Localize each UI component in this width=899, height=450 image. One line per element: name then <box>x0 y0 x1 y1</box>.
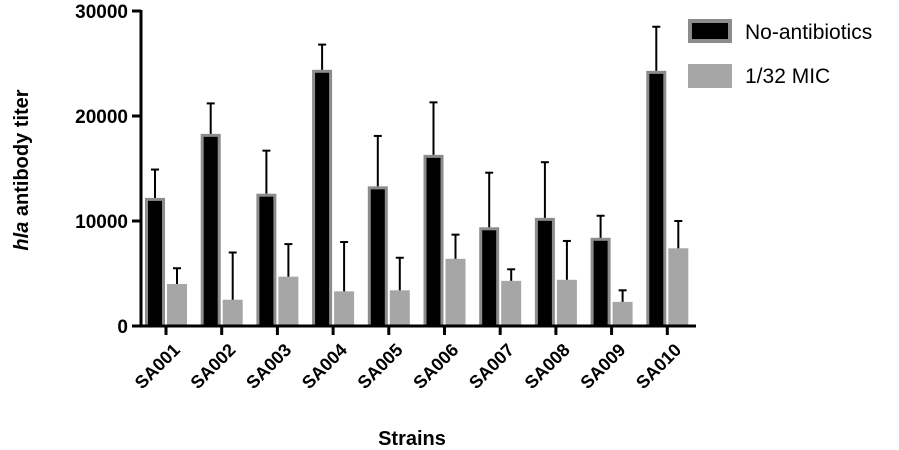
legend-swatch-no-antibiotics <box>688 19 732 43</box>
bar-no-antibiotics <box>479 227 500 328</box>
legend-label-no-antibiotics: No-antibiotics <box>745 21 872 44</box>
bar-no-antibiotics <box>423 154 444 328</box>
y-ticks: 0 10000 20000 30000 <box>75 2 141 338</box>
error-bars-layer <box>151 25 683 302</box>
x-tick-label: SA009 <box>576 340 629 393</box>
legend-label-mic: 1/32 MIC <box>745 65 830 88</box>
bar-no-antibiotics <box>646 70 667 328</box>
x-tick-label: SA006 <box>409 340 462 393</box>
bar-no-antibiotics <box>256 193 277 328</box>
y-tick-label: 0 <box>117 317 128 338</box>
x-tick-label: SA005 <box>354 340 407 393</box>
x-tick-label: SA001 <box>131 340 184 393</box>
x-ticks: SA001 SA002 SA003 SA004 SA005 SA006 SA007 SA008… <box>131 326 685 393</box>
x-tick-label: SA010 <box>632 340 685 393</box>
bar-1-32-mic <box>501 280 522 326</box>
bar-1-32-mic <box>222 299 243 326</box>
bar-1-32-mic <box>445 258 466 326</box>
legend: No-antibiotics 1/32 MIC <box>688 19 872 88</box>
x-tick-label: SA002 <box>187 340 240 393</box>
bar-no-antibiotics <box>312 69 333 328</box>
y-tick-label: 20000 <box>75 107 128 128</box>
bar-no-antibiotics <box>534 217 555 328</box>
y-axis-title: hla antibody titer <box>11 89 33 250</box>
bar-1-32-mic <box>167 284 187 326</box>
bars-layer <box>145 69 689 328</box>
bar-1-32-mic <box>612 301 633 326</box>
bar-no-antibiotics <box>200 133 221 328</box>
x-tick-label: SA003 <box>242 340 295 393</box>
legend-swatch-mic <box>688 64 732 88</box>
x-axis-title: Strains <box>378 428 446 450</box>
x-tick-label: SA007 <box>465 340 518 393</box>
x-tick-label: SA008 <box>521 340 574 393</box>
bar-1-32-mic <box>334 291 355 326</box>
y-tick-label: 30000 <box>75 2 128 23</box>
bar-1-32-mic <box>389 290 410 326</box>
x-tick-label: SA004 <box>298 340 351 393</box>
bar-1-32-mic <box>668 248 689 326</box>
y-tick-label: 10000 <box>75 212 128 233</box>
bar-no-antibiotics <box>145 197 165 328</box>
bar-no-antibiotics <box>590 237 611 328</box>
bar-1-32-mic <box>278 276 299 326</box>
bar-no-antibiotics <box>367 186 388 328</box>
bar-1-32-mic <box>556 279 577 326</box>
